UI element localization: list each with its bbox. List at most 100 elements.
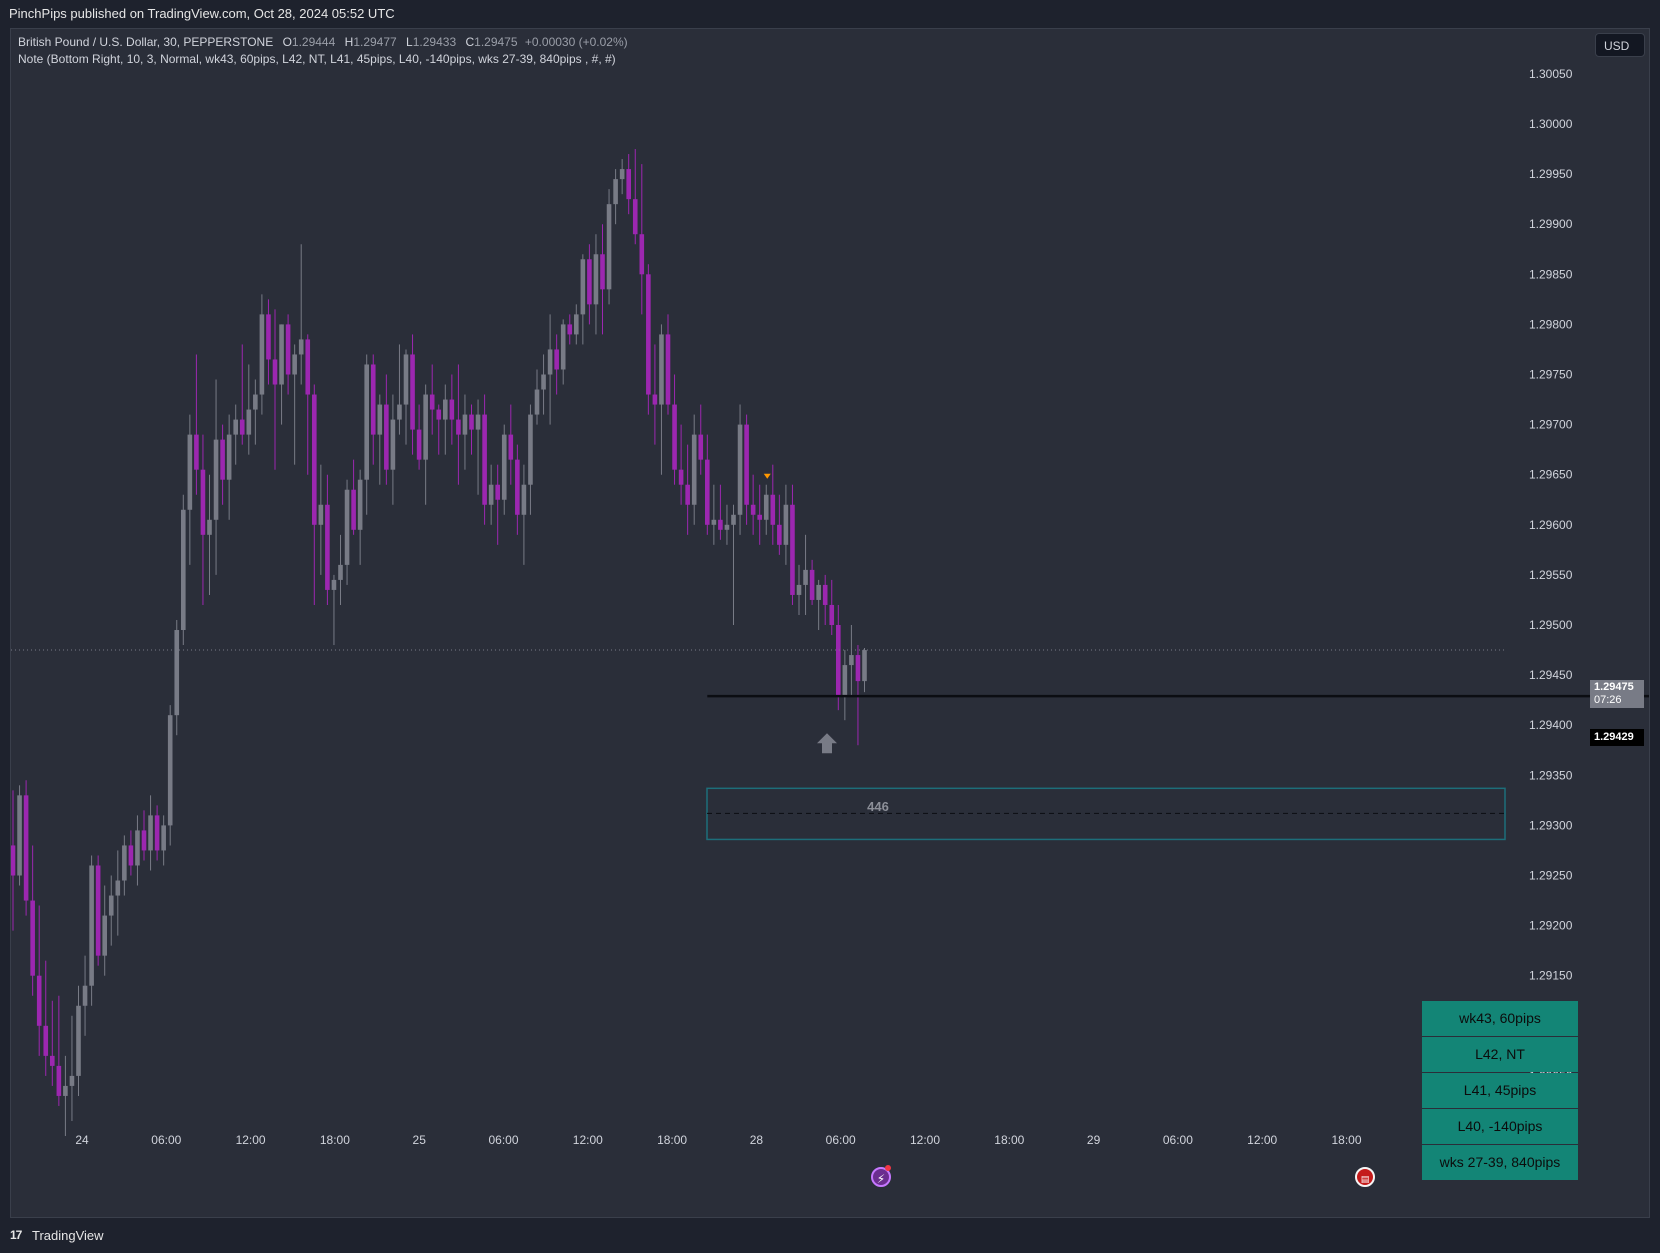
candle-body [338, 564, 343, 580]
candle-body [449, 399, 455, 420]
candle-body [122, 845, 127, 881]
candle-body [266, 314, 271, 360]
candle-body [475, 414, 481, 430]
candle-body [318, 504, 324, 525]
candle-body [855, 655, 861, 682]
candle-body [305, 339, 311, 395]
candle-body [115, 880, 121, 896]
candle-body [600, 254, 605, 290]
symbol-title[interactable]: British Pound / U.S. Dollar, 30, PEPPERS… [18, 35, 274, 49]
candle-body [226, 434, 232, 480]
tradingview-logo-icon[interactable]: 17 [10, 1228, 22, 1242]
candle-body [102, 915, 107, 956]
candle-body [534, 389, 540, 415]
chart-legend: British Pound / U.S. Dollar, 30, PEPPERS… [18, 34, 628, 68]
x-tick-label: 18:00 [1331, 1133, 1361, 1147]
candle-body [560, 324, 566, 370]
candle-body [809, 569, 815, 600]
candle-body [554, 349, 559, 370]
candle-body [462, 414, 468, 435]
candle-body [482, 414, 487, 505]
candle-body [770, 494, 776, 525]
candle-body [744, 424, 749, 505]
candle-body [344, 489, 350, 565]
y-tick-label: 1.29250 [1529, 869, 1573, 883]
candle-body [436, 409, 442, 420]
candle-body [17, 795, 22, 876]
candle-body [279, 324, 284, 385]
candle-body [11, 845, 16, 876]
candle-body [76, 1005, 81, 1076]
candle-body [187, 434, 193, 510]
y-tick-label: 1.29750 [1529, 368, 1573, 382]
candle-body [285, 324, 291, 375]
note-table: wk43, 60pips L42, NT L41, 45pips L40, -1… [1422, 1001, 1578, 1181]
candle-body [541, 374, 546, 390]
candle-body [469, 414, 474, 430]
candle-body [397, 404, 402, 420]
candle-body [521, 484, 527, 515]
candle-body [626, 169, 631, 200]
candlestick-chart[interactable]: 1.290501.291001.291501.292001.292501.293… [11, 29, 1649, 1217]
candle-body [685, 484, 690, 505]
chart-pane[interactable]: 1.290501.291001.291501.292001.292501.293… [10, 28, 1650, 1218]
marker-count-label: 446 [867, 799, 889, 814]
candle-body [128, 845, 134, 866]
candle-body [194, 434, 199, 470]
candle-body [416, 429, 422, 460]
x-tick-label: 06:00 [151, 1133, 181, 1147]
x-tick-label: 18:00 [657, 1133, 687, 1147]
x-tick-label: 06:00 [488, 1133, 518, 1147]
candle-body [705, 459, 710, 525]
candle-body [574, 314, 579, 335]
candle-body [724, 524, 730, 530]
last-price-tag: 1.29475 07:26 [1590, 680, 1644, 708]
candle-body [207, 519, 212, 535]
x-tick-label: 18:00 [994, 1133, 1024, 1147]
indicator-row[interactable]: Note (Bottom Right, 10, 3, Normal, wk43,… [18, 52, 616, 66]
down-triangle-icon [763, 473, 771, 479]
y-tick-label: 1.29850 [1529, 267, 1573, 281]
candle-body [312, 394, 317, 525]
candle-body [384, 404, 389, 470]
published-banner: PinchPips published on TradingView.com, … [0, 0, 1660, 28]
notification-dot-icon [885, 1165, 891, 1171]
us-flag-event-icon[interactable]: ▤ [1355, 1167, 1375, 1187]
candle-body [239, 419, 245, 435]
candle-body [233, 419, 238, 435]
close-label: C [465, 35, 475, 49]
candle-body [108, 895, 114, 916]
candle-body [410, 354, 415, 430]
open-label: O [282, 35, 292, 49]
candle-body [135, 830, 140, 866]
candle-body [456, 419, 461, 435]
candle-body [678, 469, 684, 485]
candle-body [390, 419, 396, 470]
note-cell: L42, NT [1422, 1037, 1578, 1072]
note-cell: wk43, 60pips [1422, 1001, 1578, 1036]
candle-body [141, 830, 147, 851]
x-tick-label: 25 [413, 1133, 427, 1147]
candle-body [30, 900, 35, 976]
candle-body [632, 199, 638, 235]
candle-body [796, 584, 802, 595]
candle-body [672, 404, 677, 470]
lightning-event-icon[interactable]: ⚡ [871, 1167, 891, 1187]
y-tick-label: 1.29400 [1529, 718, 1573, 732]
candle-body [292, 354, 297, 375]
footer-brand[interactable]: TradingView [32, 1228, 104, 1243]
candle-body [547, 349, 553, 375]
x-tick-label: 12:00 [910, 1133, 940, 1147]
candle-body [331, 579, 337, 590]
candle-body [515, 459, 520, 515]
candle-body [259, 314, 265, 395]
footer: 17 TradingView [0, 1218, 1660, 1253]
candle-body [253, 394, 258, 410]
candle-body [665, 334, 671, 405]
currency-button[interactable]: USD [1595, 33, 1645, 57]
candle-body [501, 434, 507, 500]
x-tick-label: 28 [750, 1133, 764, 1147]
candle-body [652, 394, 658, 405]
candle-body [619, 169, 625, 180]
candle-body [587, 259, 592, 305]
